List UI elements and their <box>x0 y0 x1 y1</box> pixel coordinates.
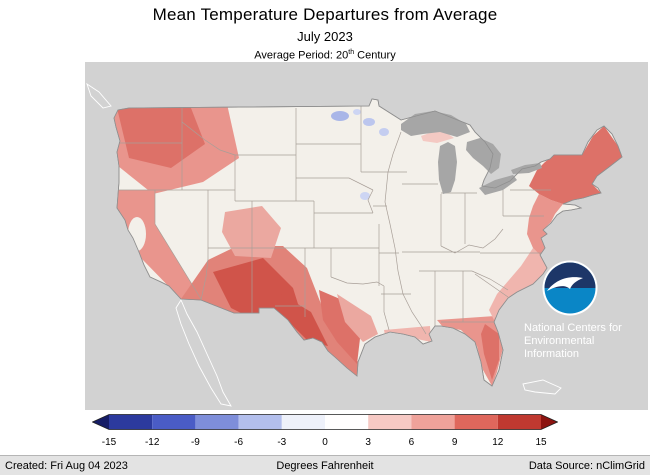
cool-anomaly-north-dakota <box>331 111 349 121</box>
colorbar-tick-label: 0 <box>322 437 328 448</box>
colorbar-left-arrow <box>92 414 109 430</box>
average-period-suffix: Century <box>354 49 396 62</box>
cool-anomaly-dakota-small <box>353 109 361 115</box>
us-temperature-map <box>86 82 623 407</box>
noaa-text: National Centers for Environmental Infor… <box>522 322 648 361</box>
warm-anomaly-southwest-core <box>213 258 303 326</box>
warm-anomaly-central-texas <box>319 290 361 364</box>
colorbar-right-arrow <box>541 414 558 430</box>
us-outline <box>113 98 623 387</box>
page-title: Mean Temperature Departures from Average <box>152 5 498 24</box>
colorbar-tick-label: -6 <box>234 437 244 448</box>
vancouver-island <box>86 82 112 109</box>
lake-huron <box>466 138 501 174</box>
cool-anomaly-nebraska <box>360 192 370 200</box>
warm-anomaly-utah-colorado <box>222 206 281 258</box>
lake-superior <box>401 111 470 137</box>
colorbar-ticks: -15 -12 -9 -6 -3 0 3 6 9 12 15 <box>92 437 558 450</box>
lake-ontario <box>511 163 542 174</box>
average-period-label: Average Period: 20th Century <box>0 49 650 62</box>
header: Mean Temperature Departures from Average… <box>0 0 650 62</box>
average-period-prefix: Average Period: 20 <box>254 49 349 62</box>
average-period-superscript: th <box>348 49 355 56</box>
noaa-text-line: National Centers for <box>524 322 622 334</box>
lake-michigan <box>438 142 457 194</box>
colorbar-tick-label: -9 <box>190 437 200 448</box>
warm-anomaly-wtexas-core <box>281 294 328 346</box>
colorbar-svg <box>91 414 559 430</box>
colorbar-segment <box>195 414 239 430</box>
state-borders <box>119 106 551 335</box>
data-source-label: Data Source: nClimGrid <box>528 459 645 472</box>
noaa-gull-icon <box>547 277 583 291</box>
map-panel: National Centers for Environmental Infor… <box>85 62 648 410</box>
colorbar-segment <box>368 414 412 430</box>
colorbar-segment <box>454 414 498 430</box>
colorbar-tick-label: 12 <box>492 437 504 448</box>
colorbar-tick-label: -3 <box>277 437 287 448</box>
warm-anomaly-midatlantic <box>527 194 563 255</box>
colorbar-segment <box>411 414 455 430</box>
colorbar-segment <box>281 414 325 430</box>
warm-anomaly-southeast-coast <box>489 248 547 320</box>
colorbar-tick-label: 15 <box>535 437 547 448</box>
noaa-block: National Centers for Environmental Infor… <box>522 260 648 361</box>
warm-anomaly-east-texas <box>337 294 378 342</box>
warm-anomaly-gulf-coast <box>384 326 431 342</box>
colorbar-outline <box>91 414 559 430</box>
noaa-text-line: Environmental <box>524 335 595 347</box>
great-lakes <box>401 111 542 195</box>
units-label: Degrees Fahrenheit <box>276 459 374 472</box>
colorbar-segment <box>109 414 153 430</box>
colorbar-segment <box>497 414 541 430</box>
colorbar-segment <box>238 414 282 430</box>
baja-california <box>175 299 232 407</box>
cool-anomaly-minnesota <box>379 128 389 136</box>
colorbar-tick-label: -12 <box>144 437 160 448</box>
subtitle-month: July 2023 <box>297 29 353 44</box>
cuba <box>522 379 562 395</box>
cool-anomaly-minnesota-west <box>363 118 375 126</box>
neighbouring-land <box>86 82 562 407</box>
noaa-logo-icon <box>542 260 598 316</box>
colorbar-tick-label: -15 <box>101 437 117 448</box>
colorbar-segment <box>325 414 369 430</box>
warm-anomaly-new-england <box>529 126 622 204</box>
colorbar-segment <box>152 414 196 430</box>
warm-anomaly-florida-core <box>481 324 499 380</box>
lake-erie <box>479 175 517 195</box>
colorbar-tick-label: 3 <box>365 437 371 448</box>
footer-bar: Created: Fri Aug 04 2023 Degrees Fahrenh… <box>0 455 650 475</box>
created-timestamp: Created: Fri Aug 04 2023 <box>5 459 128 472</box>
colorbar: -15 -12 -9 -6 -3 0 3 6 9 12 15 <box>91 414 559 450</box>
colorbar-tick-label: 9 <box>451 437 458 448</box>
noaa-text-line: Information <box>524 348 580 360</box>
colorbar-tick-label: 6 <box>408 437 415 448</box>
